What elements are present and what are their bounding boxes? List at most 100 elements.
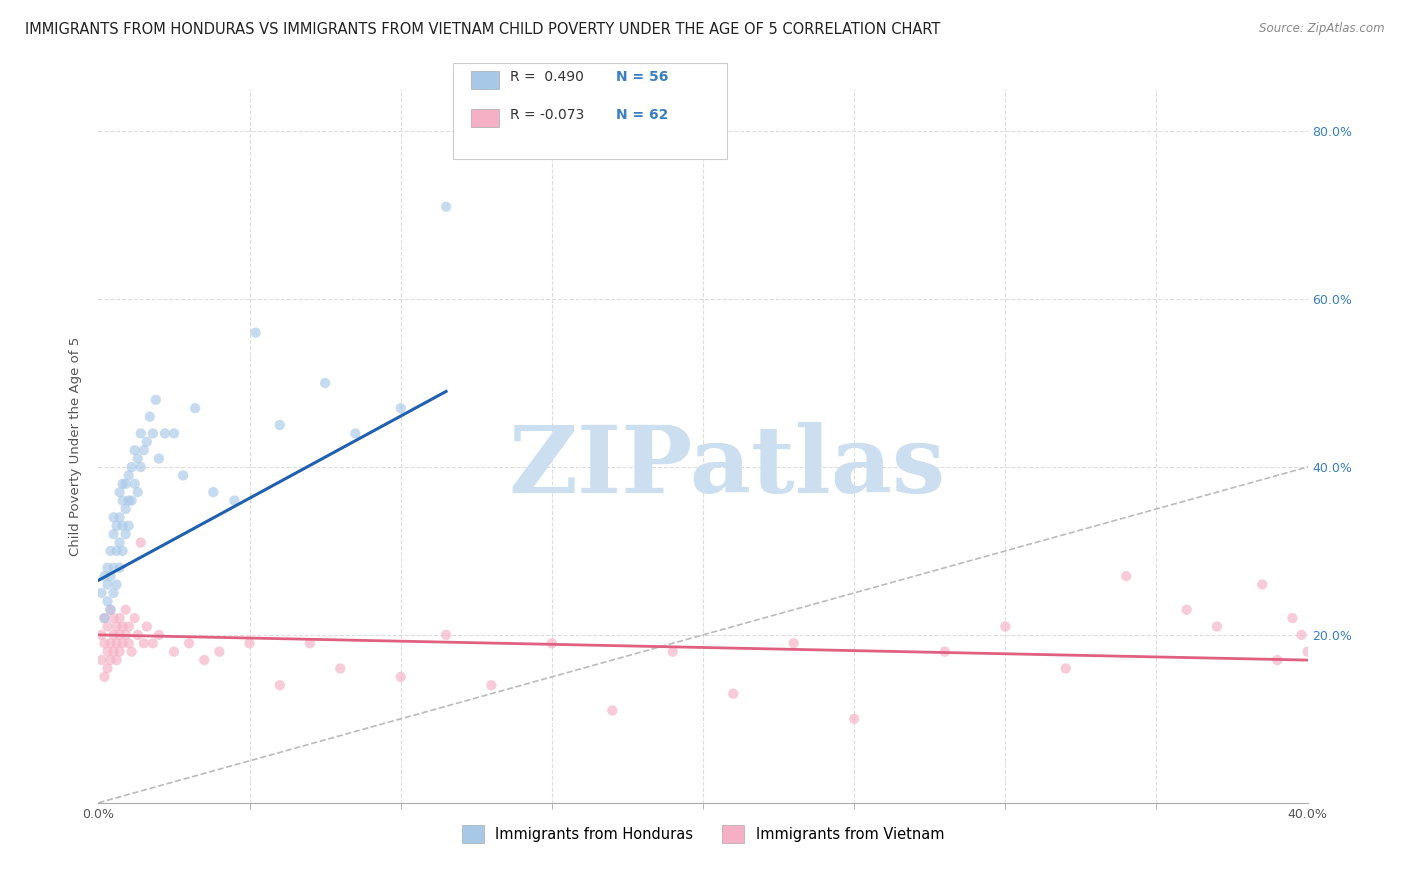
Point (111, 619, 134, 633)
Point (121, 460, 143, 475)
Point (434, 628, 457, 642)
Point (1251, 577, 1274, 591)
Point (114, 527, 136, 541)
Point (103, 611, 125, 625)
Point (118, 493, 141, 508)
Point (96, 560, 118, 574)
Point (111, 493, 134, 508)
Point (329, 661, 352, 675)
Point (93, 611, 115, 625)
Point (114, 476, 136, 491)
Point (434, 200, 457, 214)
Point (100, 603, 122, 617)
Point (540, 636, 562, 650)
Point (93, 670, 115, 684)
Point (163, 645, 186, 659)
Point (269, 678, 291, 692)
Point (389, 670, 412, 684)
Text: Source: ZipAtlas.com: Source: ZipAtlas.com (1260, 22, 1385, 36)
Point (93, 611, 115, 625)
Y-axis label: Child Poverty Under the Age of 5: Child Poverty Under the Age of 5 (69, 336, 83, 556)
Point (142, 636, 165, 650)
Text: N = 56: N = 56 (616, 70, 668, 85)
Point (148, 628, 170, 642)
Point (172, 468, 194, 483)
Point (114, 603, 136, 617)
Point (1281, 611, 1303, 625)
Point (103, 628, 125, 642)
Point (153, 426, 176, 441)
Point (111, 518, 134, 533)
Point (111, 544, 134, 558)
Point (344, 426, 367, 441)
Point (108, 560, 131, 574)
Point (481, 678, 503, 692)
Point (114, 628, 136, 642)
Point (100, 569, 122, 583)
Point (245, 326, 267, 340)
Point (135, 619, 157, 633)
Point (602, 703, 624, 717)
Point (100, 653, 122, 667)
Point (100, 544, 122, 558)
Point (314, 376, 336, 390)
Point (105, 577, 128, 591)
Point (96, 661, 118, 675)
Point (224, 493, 246, 508)
Point (108, 535, 131, 549)
Point (114, 502, 136, 516)
Point (111, 636, 134, 650)
Point (299, 636, 322, 650)
Point (1175, 603, 1198, 617)
Point (90, 586, 112, 600)
Point (90, 653, 112, 667)
Text: ZIPatlas: ZIPatlas (509, 423, 946, 512)
Point (121, 493, 143, 508)
Point (148, 451, 170, 466)
Point (103, 645, 125, 659)
Point (661, 645, 683, 659)
Point (389, 401, 412, 416)
Point (93, 569, 115, 583)
Text: IMMIGRANTS FROM HONDURAS VS IMMIGRANTS FROM VIETNAM CHILD POVERTY UNDER THE AGE : IMMIGRANTS FROM HONDURAS VS IMMIGRANTS F… (25, 22, 941, 37)
Point (124, 611, 146, 625)
Point (103, 510, 125, 524)
Point (1115, 569, 1137, 583)
Point (96, 577, 118, 591)
Point (96, 645, 118, 659)
Point (269, 417, 291, 432)
Point (127, 451, 149, 466)
Point (105, 544, 128, 558)
Point (1296, 645, 1319, 659)
Point (105, 653, 128, 667)
Point (103, 527, 125, 541)
Point (105, 518, 128, 533)
Point (145, 392, 167, 407)
Legend: Immigrants from Honduras, Immigrants from Vietnam: Immigrants from Honduras, Immigrants fro… (456, 820, 950, 849)
Point (723, 687, 745, 701)
Text: R = -0.073: R = -0.073 (510, 108, 585, 122)
Point (179, 636, 201, 650)
Point (108, 510, 131, 524)
Point (783, 636, 806, 650)
Point (118, 619, 141, 633)
Point (132, 636, 155, 650)
Point (202, 485, 225, 500)
Point (93, 636, 115, 650)
Point (1054, 661, 1077, 675)
Point (163, 426, 186, 441)
Point (108, 645, 131, 659)
Point (184, 401, 207, 416)
Point (100, 636, 122, 650)
Point (111, 476, 134, 491)
Point (142, 426, 165, 441)
Point (844, 712, 866, 726)
Point (118, 468, 141, 483)
Point (127, 628, 149, 642)
Point (1291, 628, 1313, 642)
Point (129, 426, 152, 441)
Point (124, 476, 146, 491)
Point (121, 645, 143, 659)
Point (139, 409, 162, 424)
Point (208, 645, 231, 659)
